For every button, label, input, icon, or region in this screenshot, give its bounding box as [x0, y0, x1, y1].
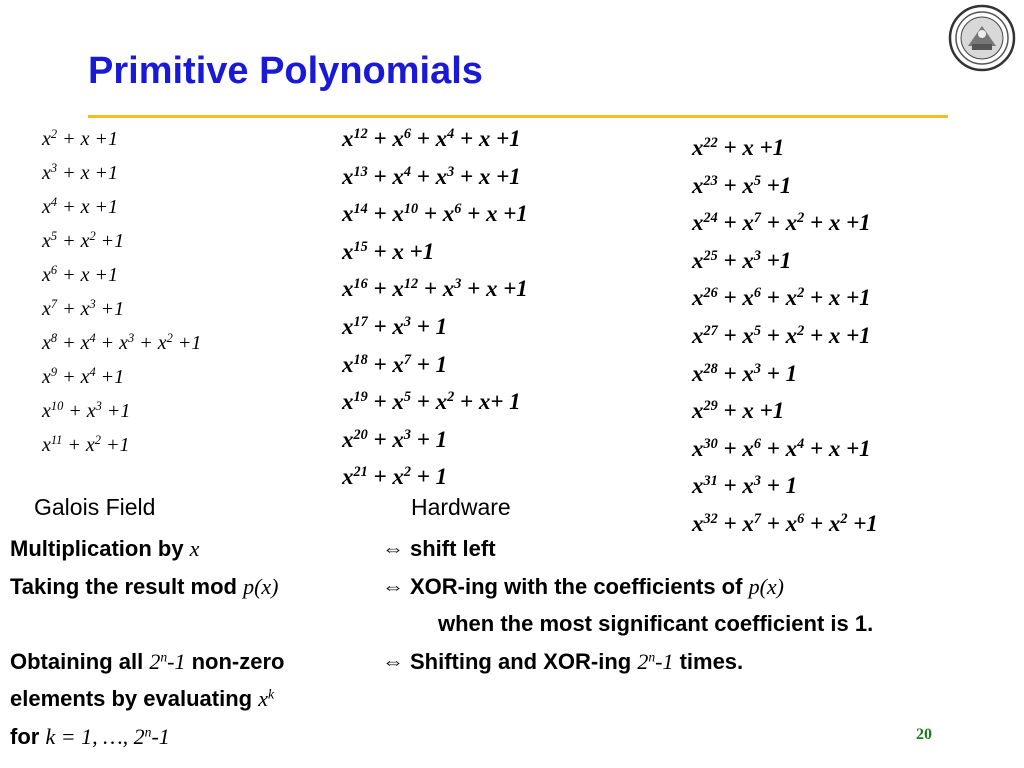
- polynomial-item: x29 + x +1: [692, 398, 785, 424]
- polynomial-item: x21 + x2 + 1: [342, 464, 448, 490]
- note-line-5: elements by evaluating xk: [10, 680, 1010, 718]
- university-seal-logo: [948, 4, 1016, 72]
- polynomial-item: x9 + x4 +1: [42, 365, 125, 388]
- polynomial-item: x28 + x3 + 1: [692, 360, 798, 386]
- polynomial-item: x24 + x7 + x2 + x +1: [692, 210, 871, 236]
- polynomial-list-col1: x2 + x +1 x3 + x +1 x4 + x +1 x5 + x2 +1 x6 …: [42, 122, 201, 462]
- note-elements: elements by evaluating xk: [10, 686, 275, 711]
- note-line-4: Obtaining all 2n-1 non-zero ⇔ Shifting an…: [10, 643, 1010, 681]
- note-taking-mod: Taking the result mod p(x): [10, 573, 279, 599]
- page-number: 20: [916, 726, 932, 743]
- polynomial-item: x3 + x +1: [42, 161, 118, 184]
- polynomial-item: x10 + x3 +1: [42, 399, 131, 422]
- polynomial-item: x17 + x3 + 1: [342, 313, 448, 339]
- polynomial-item: x13 + x4 + x3 + x +1: [342, 163, 521, 189]
- note-xoring: ⇔ XOR-ing with the coefficients of p(x): [382, 568, 784, 606]
- polynomial-item: x5 + x2 +1: [42, 229, 125, 252]
- note-obtaining: Obtaining all 2n-1 non-zero: [10, 648, 285, 674]
- polynomial-item: x16 + x12 + x3 + x +1: [342, 276, 528, 302]
- heading-galois-field: Galois Field: [34, 494, 156, 520]
- note-line-3: when the most significant coefficient is…: [10, 605, 1010, 643]
- polynomial-item: x31 + x3 + 1: [692, 473, 798, 499]
- note-shifting-xoring: ⇔ Shifting and XOR-ing 2n-1 times.: [382, 643, 743, 681]
- equiv-icon: ⇔: [382, 648, 404, 674]
- note-multiplication: Multiplication by x: [10, 536, 200, 561]
- notes-block: Multiplication by x ⇔ shift left Taking t…: [10, 530, 1010, 755]
- polynomial-list-col2: x12 + x6 + x4 + x +1 x13 + x4 + x3 + x +1…: [342, 120, 528, 496]
- note-line-2: Taking the result mod p(x) ⇔ XOR-ing with…: [10, 568, 1010, 606]
- polynomial-item: x22 + x +1: [692, 135, 785, 160]
- polynomial-item: x14 + x10 + x6 + x +1: [342, 201, 528, 227]
- polynomial-item: x18 + x7 + 1: [342, 351, 448, 377]
- polynomial-item: x19 + x5 + x2 + x+ 1: [342, 389, 521, 415]
- equiv-icon: ⇔: [382, 536, 404, 561]
- polynomial-item: x27 + x5 + x2 + x +1: [692, 322, 871, 348]
- equiv-icon: ⇔: [382, 573, 404, 599]
- polynomial-item: x26 + x6 + x2 + x +1: [692, 285, 871, 311]
- polynomial-item: x12 + x6 + x4 + x +1: [342, 126, 521, 151]
- polynomial-list-col3: x22 + x +1 x23 + x5 +1 x24 + x7 + x2 + x +…: [692, 129, 878, 543]
- heading-hardware: Hardware: [411, 494, 511, 520]
- polynomial-item: x8 + x4 + x3 + x2 +1: [42, 331, 202, 354]
- note-shift-left: ⇔ shift left: [382, 530, 496, 568]
- polynomial-item: x6 + x +1: [42, 263, 118, 286]
- note-line-1: Multiplication by x ⇔ shift left: [10, 530, 1010, 568]
- note-msb: when the most significant coefficient is…: [438, 611, 874, 636]
- polynomial-item: x11 + x2 +1: [42, 433, 130, 456]
- polynomial-item: x2 + x +1: [42, 127, 118, 150]
- title-underline: [88, 115, 948, 118]
- slide-title: Primitive Polynomials: [88, 50, 483, 92]
- polynomial-item: x23 + x5 +1: [692, 172, 792, 198]
- polynomial-item: x4 + x +1: [42, 195, 118, 218]
- polynomial-item: x30 + x6 + x4 + x +1: [692, 435, 871, 461]
- note-for-k: for k = 1, …, 2n-1: [10, 723, 170, 749]
- polynomial-item: x32 + x7 + x6 + x2 +1: [692, 510, 878, 536]
- polynomial-item: x7 + x3 +1: [42, 297, 125, 320]
- polynomial-item: x20 + x3 + 1: [342, 426, 448, 452]
- note-line-6: for k = 1, …, 2n-1: [10, 718, 1010, 756]
- polynomial-item: x15 + x +1: [342, 238, 435, 264]
- polynomial-item: x25 + x3 +1: [692, 247, 792, 273]
